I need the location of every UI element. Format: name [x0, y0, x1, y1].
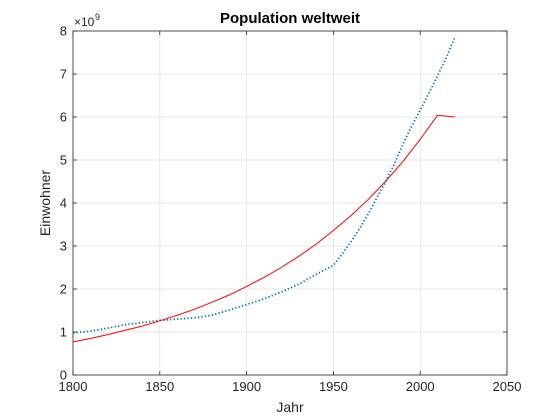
x-tick-labels: 1800 1850 1900 1950 2000 2050 [59, 379, 522, 394]
x-axis-label: Jahr [276, 399, 304, 415]
chart-title: Population weltweit [220, 10, 360, 27]
y-tick-label: 4 [60, 196, 67, 211]
x-tick-label: 1900 [232, 379, 261, 394]
y-scale-multiplier: ×10 9 [74, 12, 100, 29]
x-tick-label: 1850 [145, 379, 174, 394]
series-layer [72, 36, 456, 343]
tick-marks [72, 30, 508, 376]
y-axis-label: Einwohner [37, 170, 53, 236]
x-tick-label: 2000 [406, 379, 435, 394]
y-tick-label: 7 [60, 67, 67, 82]
x-tick-label: 1950 [319, 379, 348, 394]
x-tick-label: 2050 [493, 379, 522, 394]
y-tick-label: 0 [60, 368, 67, 383]
y-tick-label: 1 [60, 325, 67, 340]
x-tick-label: 1800 [59, 379, 88, 394]
y-tick-label: 3 [60, 239, 67, 254]
y-multiplier-exponent: 9 [95, 12, 100, 22]
y-multiplier-base: ×10 [74, 15, 95, 29]
y-tick-label: 5 [60, 153, 67, 168]
series-exponential-fit-line [72, 114, 455, 343]
y-tick-label: 6 [60, 110, 67, 125]
series-population-data-line [72, 36, 456, 334]
y-tick-label: 2 [60, 282, 67, 297]
y-tick-labels: 0 1 2 3 4 5 6 7 8 [60, 24, 67, 383]
y-tick-label: 8 [60, 24, 67, 39]
